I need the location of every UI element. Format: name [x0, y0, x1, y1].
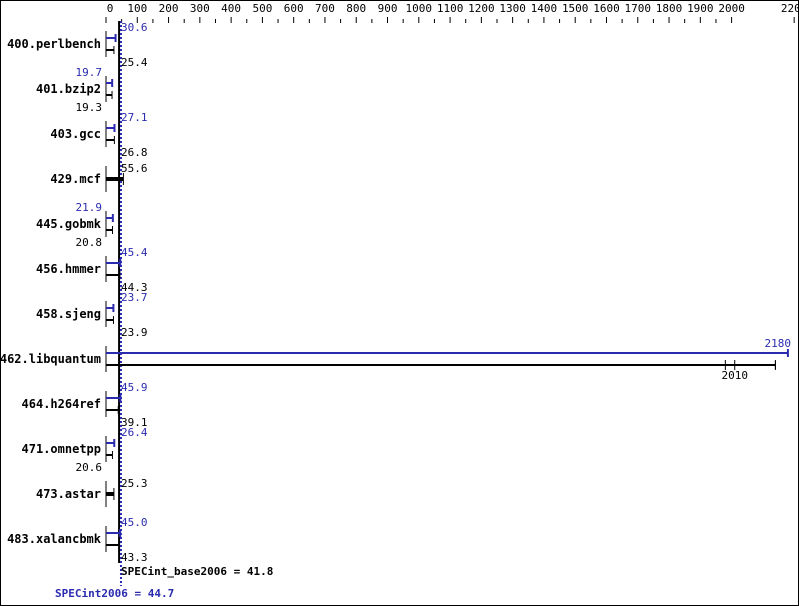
benchmark-label: 429.mcf — [50, 172, 101, 186]
peak-value-label: 45.9 — [121, 381, 148, 394]
x-tick-label: 2000 — [718, 2, 745, 15]
base-bar — [106, 492, 114, 496]
peak-value-label: 45.4 — [121, 246, 148, 259]
x-tick-label: 1000 — [406, 2, 433, 15]
benchmark-label: 471.omnetpp — [22, 442, 101, 456]
benchmark-label: 400.perlbench — [7, 37, 101, 51]
x-tick-label: 2200 — [781, 2, 798, 15]
peak-value-label: 45.0 — [121, 516, 148, 529]
base-bar — [106, 177, 124, 181]
peak-value-label: 30.6 — [121, 21, 148, 34]
x-tick-label: 700 — [315, 2, 335, 15]
x-tick-label: 1600 — [593, 2, 620, 15]
x-tick-label: 1400 — [531, 2, 558, 15]
base-value-label: 25.3 — [121, 477, 148, 490]
benchmark-label: 456.hmmer — [36, 262, 101, 276]
peak-value-label: 19.7 — [76, 66, 103, 79]
peak-value-label: 26.4 — [121, 426, 148, 439]
base-value-label: 43.3 — [121, 551, 148, 564]
base-value-label: 55.6 — [121, 162, 148, 175]
base-value-label: 39.1 — [121, 416, 148, 429]
base-value-label: 44.3 — [121, 281, 148, 294]
benchmark-label: 401.bzip2 — [36, 82, 101, 96]
benchmark-label: 462.libquantum — [1, 352, 101, 366]
peak-value-label: 21.9 — [76, 201, 103, 214]
x-tick-label: 200 — [159, 2, 179, 15]
base-value-label: 20.6 — [76, 461, 103, 474]
benchmark-label: 483.xalancbmk — [7, 532, 102, 546]
x-tick-label: 900 — [378, 2, 398, 15]
benchmark-label: 458.sjeng — [36, 307, 101, 321]
x-tick-label: 0 — [107, 2, 114, 15]
base-value-label: 19.3 — [76, 101, 103, 114]
base-value-label: 20.8 — [76, 236, 103, 249]
x-tick-label: 1100 — [437, 2, 464, 15]
x-tick-label: 1500 — [562, 2, 589, 15]
x-tick-label: 600 — [284, 2, 304, 15]
base-value-label: 23.9 — [121, 326, 148, 339]
base-value-label: 26.8 — [121, 146, 148, 159]
peak-value-label: 2180 — [765, 337, 792, 350]
base-value-label: 25.4 — [121, 56, 148, 69]
x-tick-label: 500 — [252, 2, 272, 15]
x-tick-label: 300 — [190, 2, 210, 15]
base-mean-label: SPECint_base2006 = 41.8 — [121, 565, 273, 578]
benchmark-label: 445.gobmk — [36, 217, 102, 231]
x-tick-label: 1300 — [499, 2, 526, 15]
peak-mean-label: SPECint2006 = 44.7 — [55, 587, 174, 600]
x-tick-label: 1900 — [687, 2, 714, 15]
x-tick-label: 100 — [127, 2, 147, 15]
x-tick-label: 800 — [346, 2, 366, 15]
benchmark-label: 464.h264ref — [22, 397, 101, 411]
base-value-label: 2010 — [721, 369, 748, 382]
x-tick-label: 1200 — [468, 2, 495, 15]
peak-value-label: 23.7 — [121, 291, 148, 304]
benchmark-label: 473.astar — [36, 487, 101, 501]
x-tick-label: 400 — [221, 2, 241, 15]
x-tick-label: 1700 — [625, 2, 652, 15]
benchmark-label: 403.gcc — [50, 127, 101, 141]
x-tick-label: 1800 — [656, 2, 683, 15]
peak-value-label: 27.1 — [121, 111, 148, 124]
